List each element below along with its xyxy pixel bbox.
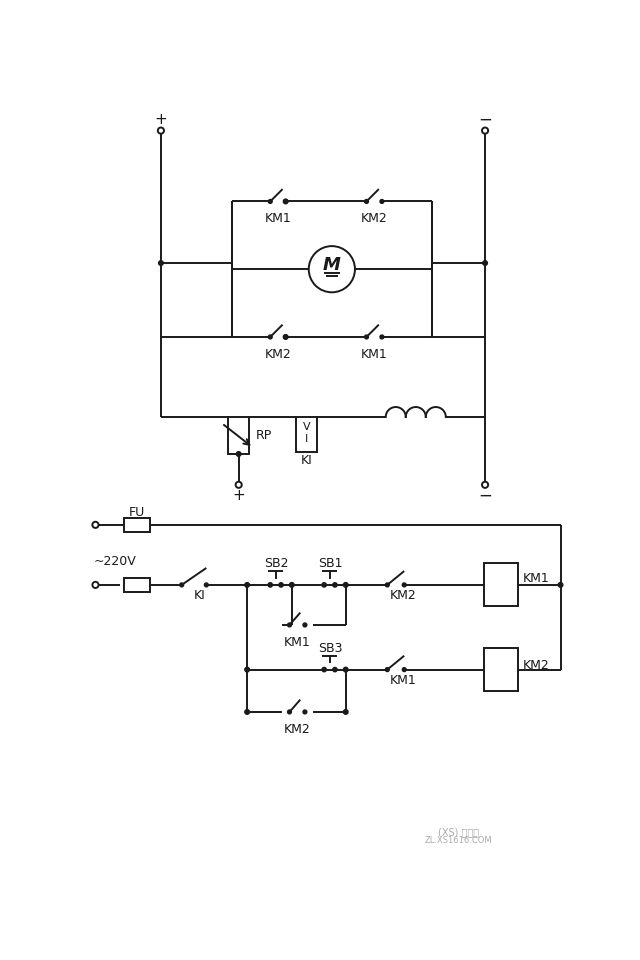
Text: SB1: SB1 <box>318 557 342 570</box>
Text: −: − <box>478 110 492 129</box>
Circle shape <box>385 583 389 587</box>
Text: KM1: KM1 <box>284 636 310 649</box>
Text: KM2: KM2 <box>264 348 291 361</box>
Circle shape <box>268 335 272 339</box>
Circle shape <box>284 200 287 204</box>
Text: KM1: KM1 <box>264 212 291 226</box>
Circle shape <box>380 335 384 339</box>
Circle shape <box>284 199 288 204</box>
Circle shape <box>303 623 307 627</box>
Text: ~220V: ~220V <box>93 555 136 568</box>
Bar <box>124 517 150 532</box>
Text: RP: RP <box>255 429 272 442</box>
Text: KM1: KM1 <box>361 348 388 361</box>
Text: +: + <box>154 112 167 128</box>
Circle shape <box>365 335 369 339</box>
Circle shape <box>245 583 250 588</box>
Circle shape <box>287 710 291 714</box>
Circle shape <box>204 583 208 587</box>
Circle shape <box>482 482 488 488</box>
Circle shape <box>245 667 250 672</box>
Circle shape <box>380 200 384 204</box>
Text: −: − <box>478 487 492 505</box>
Circle shape <box>333 583 337 588</box>
Bar <box>228 417 250 454</box>
Text: +: + <box>232 488 245 503</box>
Text: (XS) 资料网: (XS) 资料网 <box>438 828 479 837</box>
Text: M: M <box>323 255 340 274</box>
Text: KM2: KM2 <box>284 723 310 735</box>
Bar <box>124 578 150 591</box>
Circle shape <box>92 522 99 528</box>
Circle shape <box>287 623 291 627</box>
Circle shape <box>344 667 348 672</box>
Text: KI: KI <box>301 454 312 468</box>
Circle shape <box>268 583 273 588</box>
Circle shape <box>268 200 272 204</box>
Circle shape <box>322 667 326 672</box>
Text: FU: FU <box>129 506 145 519</box>
Circle shape <box>558 583 563 588</box>
Circle shape <box>236 482 242 488</box>
Circle shape <box>279 583 283 588</box>
Circle shape <box>322 583 326 588</box>
Text: KM2: KM2 <box>389 589 416 602</box>
Circle shape <box>92 582 99 588</box>
Text: SB3: SB3 <box>318 641 342 655</box>
Circle shape <box>344 709 348 714</box>
Circle shape <box>365 200 369 204</box>
Text: ZL.XS1616.COM: ZL.XS1616.COM <box>425 836 493 845</box>
Circle shape <box>284 335 287 339</box>
Text: I: I <box>305 434 308 444</box>
Circle shape <box>180 583 184 587</box>
Text: V: V <box>303 422 310 432</box>
Circle shape <box>284 335 288 339</box>
Circle shape <box>158 128 164 133</box>
Bar <box>484 648 518 691</box>
Circle shape <box>403 583 406 587</box>
Circle shape <box>385 667 389 672</box>
Text: SB2: SB2 <box>264 557 289 570</box>
Text: KM2: KM2 <box>523 660 550 672</box>
Circle shape <box>482 128 488 133</box>
Circle shape <box>289 583 294 588</box>
Circle shape <box>159 261 163 265</box>
Circle shape <box>403 667 406 672</box>
Circle shape <box>333 667 337 672</box>
Circle shape <box>483 261 488 265</box>
Bar <box>296 417 317 452</box>
Text: KM2: KM2 <box>361 212 388 226</box>
Circle shape <box>344 583 348 588</box>
Circle shape <box>236 452 241 456</box>
Circle shape <box>245 709 250 714</box>
Bar <box>484 564 518 607</box>
Text: KI: KI <box>193 589 205 602</box>
Text: KM1: KM1 <box>389 674 416 687</box>
Circle shape <box>303 710 307 714</box>
Text: KM1: KM1 <box>523 572 550 586</box>
